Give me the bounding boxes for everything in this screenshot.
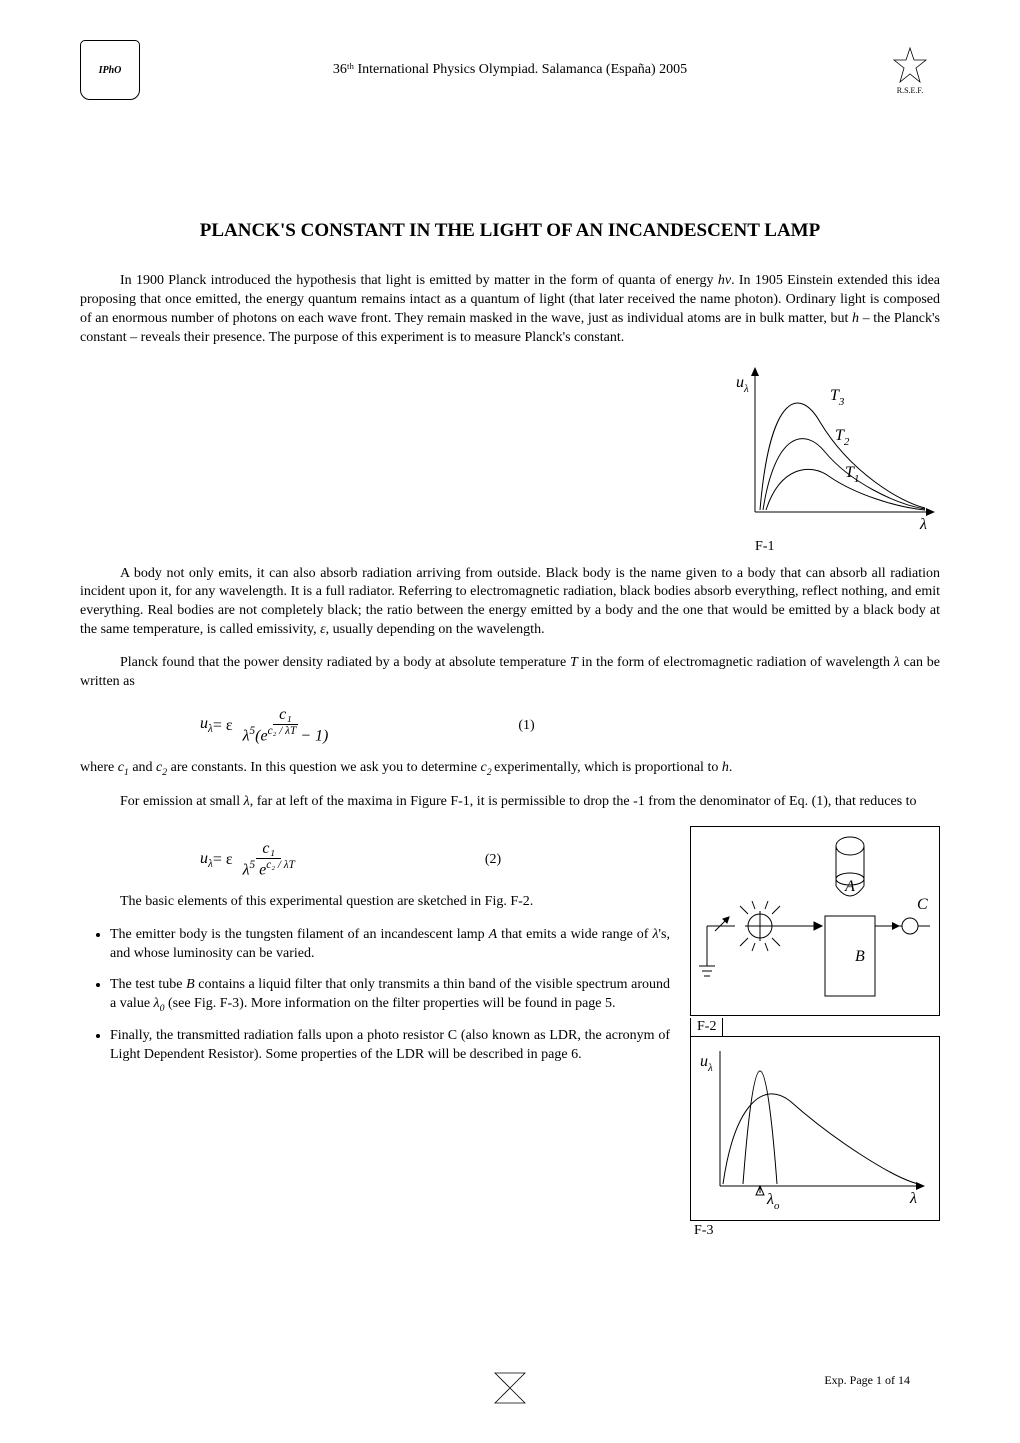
- svg-text:uλ: uλ: [736, 374, 749, 395]
- fig3-svg: uλ λ λo: [695, 1041, 933, 1211]
- main-title: PLANCK'S CONSTANT IN THE LIGHT OF AN INC…: [80, 220, 940, 242]
- left-column: uλ = ε c₁ λ5 ec₂ / λT (2) The basic elem…: [80, 826, 670, 1239]
- page: IPhO 36ᵗʰ International Physics Olympiad…: [0, 0, 1020, 1443]
- header-title: 36ᵗʰ International Physics Olympiad. Sal…: [140, 62, 880, 78]
- svg-text:λ: λ: [919, 516, 927, 532]
- page-number: Exp. Page 1 of 14: [824, 1373, 910, 1388]
- p4-e: are constants. In this question we ask y…: [167, 760, 480, 775]
- paragraph-1: In 1900 Planck introduced the hypothesis…: [80, 272, 940, 348]
- p3-a: Planck found that the power density radi…: [120, 655, 570, 670]
- bullet-2: The test tube B contains a liquid filter…: [110, 976, 670, 1015]
- fig3-label: F-3: [694, 1223, 940, 1239]
- p4-c2b: c2: [481, 760, 495, 775]
- p4-c: and: [129, 760, 156, 775]
- eq1-lhs: uλ: [200, 715, 213, 735]
- figure-f1: uλ T3 T2 T1 λ F-1: [730, 362, 940, 555]
- eq1-den: λ5(ec₂ / λT − 1): [237, 725, 335, 745]
- fig1-svg: uλ T3 T2 T1 λ: [730, 362, 940, 532]
- bullet-1: The emitter body is the tungsten filamen…: [110, 926, 670, 964]
- svg-text:T3: T3: [830, 387, 845, 408]
- ipho-logo: IPhO: [80, 40, 140, 100]
- right-column: A B C: [690, 826, 940, 1239]
- eq1-tag: (1): [518, 718, 534, 734]
- equation-1: uλ = ε c₁ λ5(ec₂ / λT − 1) (1): [200, 706, 940, 745]
- p4-c2: c2: [156, 760, 167, 775]
- svg-text:B: B: [855, 948, 865, 965]
- paragraph-2: A body not only emits, it can also absor…: [80, 565, 940, 641]
- p1-h: h: [852, 311, 859, 326]
- svg-text:A: A: [844, 878, 855, 895]
- rsef-logo: R.S.E.F.: [880, 40, 940, 100]
- p4-a: where: [80, 760, 118, 775]
- fig1-label: F-1: [755, 539, 940, 555]
- svg-text:T2: T2: [835, 427, 850, 448]
- figure-f3: uλ λ λo: [690, 1036, 940, 1221]
- rsef-text: R.S.E.F.: [897, 86, 923, 95]
- p4-g: experimentally, which is proportional to: [494, 760, 722, 775]
- p5-a: For emission at small: [120, 794, 244, 809]
- svg-text:uλ: uλ: [700, 1053, 713, 1074]
- paragraph-6: The basic elements of this experimental …: [80, 893, 670, 912]
- paragraph-4: where c1 and c2 are constants. In this q…: [80, 759, 940, 779]
- p2-text-c: , usually depending on the wavelength.: [326, 622, 545, 637]
- p3-T: T: [570, 655, 578, 670]
- eq2-mid: = ε: [213, 851, 233, 869]
- fig2-svg: A B C: [695, 831, 933, 1006]
- eq1-mid: = ε: [213, 717, 233, 735]
- eq2-tag: (2): [485, 852, 501, 868]
- fig2-label: F-2: [690, 1018, 723, 1037]
- eq1-num: c₁: [273, 706, 298, 725]
- eq2-den: λ5 ec₂ / λT: [237, 859, 301, 879]
- eq2-lhs: uλ: [200, 850, 213, 870]
- equation-2: uλ = ε c₁ λ5 ec₂ / λT (2): [200, 840, 670, 879]
- figure-f2: A B C: [690, 826, 940, 1016]
- svg-text:λ: λ: [909, 1190, 917, 1207]
- paragraph-5: For emission at small λ, far at left of …: [80, 793, 940, 812]
- svg-text:λo: λo: [766, 1191, 780, 1211]
- p1-text-a: In 1900 Planck introduced the hypothesis…: [120, 273, 718, 288]
- eq1-fraction: c₁ λ5(ec₂ / λT − 1): [237, 706, 335, 745]
- svg-text:C: C: [917, 896, 928, 913]
- p4-i: .: [729, 760, 733, 775]
- two-column-area: uλ = ε c₁ λ5 ec₂ / λT (2) The basic elem…: [80, 826, 940, 1239]
- header: IPhO 36ᵗʰ International Physics Olympiad…: [80, 40, 940, 100]
- crest-icon: [890, 46, 930, 86]
- p4-c1: c1: [118, 760, 129, 775]
- p4-h: h: [722, 760, 729, 775]
- bullet-3: Finally, the transmitted radiation falls…: [110, 1027, 670, 1065]
- fig1-wrapper: uλ T3 T2 T1 λ F-1: [80, 362, 940, 555]
- bullet-list: The emitter body is the tungsten filamen…: [80, 926, 670, 1064]
- p5-c: , far at left of the maxima in Figure F-…: [250, 794, 917, 809]
- p1-hv: hv: [718, 273, 731, 288]
- ipho-logo-text: IPhO: [99, 65, 122, 76]
- hourglass-icon: [485, 1368, 535, 1408]
- footer-logo: [485, 1368, 535, 1408]
- eq2-num: c₁: [256, 840, 281, 859]
- p3-c: in the form of electromagnetic radiation…: [578, 655, 894, 670]
- eq2-fraction: c₁ λ5 ec₂ / λT: [237, 840, 301, 879]
- paragraph-3: Planck found that the power density radi…: [80, 654, 940, 692]
